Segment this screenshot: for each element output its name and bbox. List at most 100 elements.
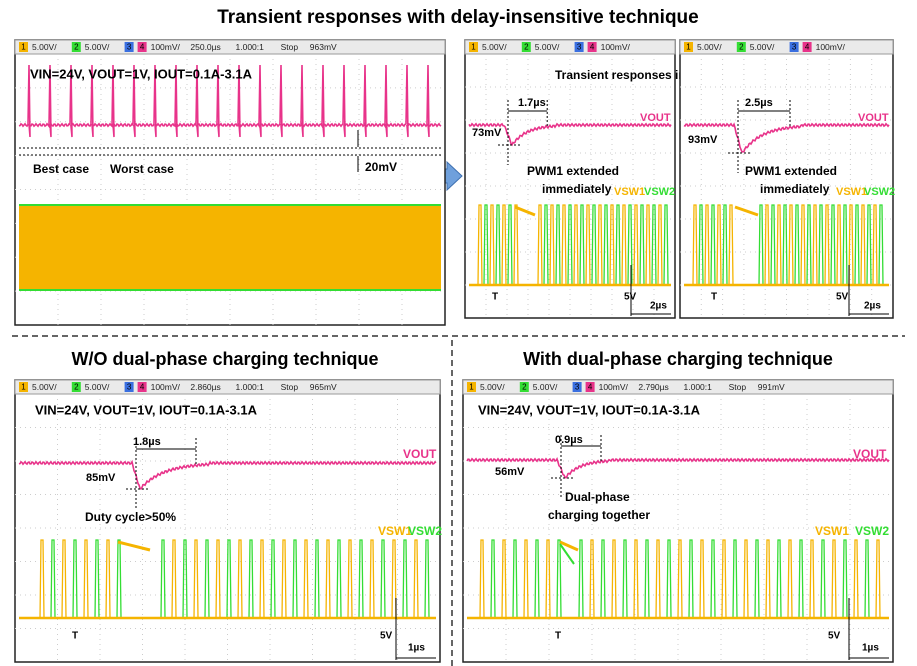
vsw2-trace	[50, 539, 430, 619]
annotation: 1µs	[408, 643, 425, 654]
vsw2-trace	[483, 204, 669, 286]
channel-number: 1	[469, 383, 474, 392]
channel-number: 4	[590, 43, 595, 52]
extended-pulse	[514, 205, 536, 217]
annotation: VIN=24V, VOUT=1V, IOUT=0.1A-3.1A	[35, 402, 258, 417]
status-text: 5.00V/	[32, 42, 57, 52]
channel-number: 1	[686, 43, 691, 52]
channel-number: 4	[805, 43, 810, 52]
status-text: 5.00V/	[533, 382, 558, 392]
channel-badge	[789, 42, 799, 52]
channel-badge	[587, 42, 597, 52]
scope-panel: 1 5.00V/2 5.00V/3 4 100mV/250.0µs 1.000:1 Stop…	[14, 39, 446, 326]
annotation: 2µs	[650, 301, 667, 312]
scope-panel: 1 5.00V/2 5.00V/3 4 100mV/2.860µs 1.000:1 Stop…	[14, 379, 442, 663]
channel-badge	[585, 382, 595, 392]
channel-number: 2	[74, 43, 79, 52]
annotation: Best case	[33, 162, 89, 176]
channel-badge	[572, 382, 582, 392]
status-text: 100mV/	[151, 42, 181, 52]
annotation: 93mV	[688, 134, 718, 146]
annotation: 1.7µs	[518, 97, 546, 109]
annotation: 1µs	[862, 643, 879, 654]
annotation: T	[72, 631, 78, 642]
annotation: VSW2	[644, 186, 675, 198]
annotation: 5V	[828, 631, 841, 642]
channel-badge	[521, 42, 531, 52]
annotation: VIN=24V, VOUT=1V, IOUT=0.1A-3.1A	[30, 66, 253, 81]
channel-badge	[19, 42, 28, 52]
vsw1-trace	[39, 539, 419, 619]
annotation: 85mV	[86, 472, 116, 484]
channel-number: 1	[21, 43, 26, 52]
status-text: 991mV	[758, 382, 785, 392]
figure-title: Transient responses with delay-insensiti…	[217, 7, 698, 28]
annotation: 20mV	[365, 160, 397, 174]
channel-badge	[71, 42, 81, 52]
status-text: 1.000:1	[236, 42, 265, 52]
status-text: 5.00V/	[535, 42, 560, 52]
annotation: VSW2	[864, 186, 895, 198]
channel-badge	[137, 382, 147, 392]
annotation: 56mV	[495, 466, 525, 478]
annotation: 5V	[380, 631, 393, 642]
annotation: VOUT	[640, 112, 671, 124]
channel-number: 1	[21, 383, 26, 392]
annotation: T	[555, 631, 561, 642]
annotation: Dual-phase	[565, 490, 630, 504]
vout-trace	[466, 456, 890, 479]
status-text: 100mV/	[816, 42, 846, 52]
extended-pulse	[734, 205, 759, 217]
channel-badge	[469, 42, 478, 52]
vout-trace	[18, 64, 442, 138]
channel-badge	[71, 382, 81, 392]
annotation: VOUT	[853, 447, 887, 461]
channel-number: 1	[471, 43, 476, 52]
annotation: immediately	[542, 182, 612, 196]
status-text: 965mV	[310, 382, 337, 392]
subtitle: With dual-phase charging technique	[523, 349, 833, 369]
annotation: 73mV	[472, 127, 502, 139]
channel-number: 2	[522, 383, 527, 392]
subtitle: W/O dual-phase charging technique	[71, 349, 378, 369]
status-text: 250.0µs	[190, 42, 220, 52]
channel-badge	[124, 382, 134, 392]
annotation: 0.9µs	[555, 434, 583, 446]
channel-number: 2	[524, 43, 529, 52]
annotation: PWM1 extended	[527, 164, 619, 178]
channel-number: 4	[140, 43, 145, 52]
scope-panel: 1 5.00V/2 5.00V/3 4 100mV/2.790µs 1.000:1 Stop…	[462, 379, 894, 663]
extended-pulse	[117, 540, 151, 552]
channel-badge	[19, 382, 28, 392]
switching-envelope	[19, 205, 441, 290]
status-text: 5.00V/	[697, 42, 722, 52]
channel-number: 3	[127, 383, 132, 392]
status-text: 5.00V/	[85, 42, 110, 52]
status-text: 963mV	[310, 42, 337, 52]
status-text: 1.000:1	[684, 382, 713, 392]
annotation: 5V	[624, 292, 637, 303]
vsw1-trace	[479, 539, 881, 619]
vout-trace	[18, 459, 437, 491]
status-text: 5.00V/	[480, 382, 505, 392]
status-text: 2.860µs	[190, 382, 220, 392]
annotation: VSW1	[378, 524, 412, 538]
status-text: 100mV/	[601, 42, 631, 52]
scope-panel: 1 5.00V/2 5.00V/3 4 100mV/Transient response…	[464, 39, 786, 319]
status-text: 2.790µs	[638, 382, 668, 392]
status-text: Stop	[281, 42, 299, 52]
annotation: 1.8µs	[133, 436, 161, 448]
channel-badge	[124, 42, 134, 52]
annotation: Worst case	[110, 162, 174, 176]
vsw1-trace	[477, 204, 663, 286]
annotation: VSW1	[614, 186, 645, 198]
vout-trace	[683, 122, 890, 153]
annotation: T	[492, 292, 498, 303]
channel-number: 3	[792, 43, 797, 52]
annotation: VOUT	[403, 447, 437, 461]
vsw2-trace	[490, 539, 870, 619]
annotation: VSW2	[408, 524, 442, 538]
annotation: immediately	[760, 182, 830, 196]
channel-badge	[519, 382, 529, 392]
